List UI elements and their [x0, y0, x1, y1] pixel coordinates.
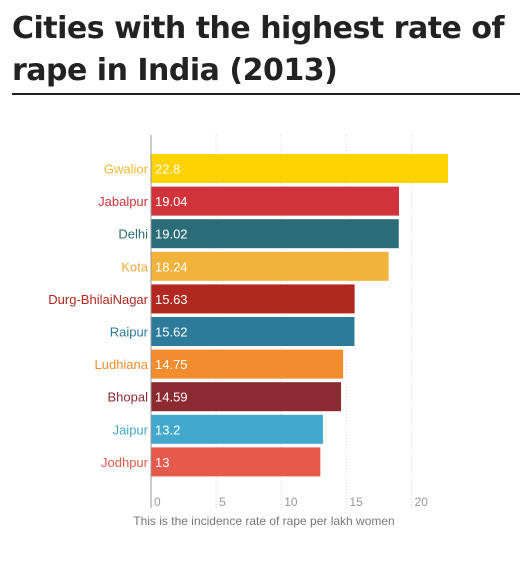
category-label: Ludhiana: [95, 357, 149, 372]
data-label: 15.63: [155, 292, 188, 307]
bar: [151, 251, 389, 281]
x-tick-label: 10: [284, 495, 298, 509]
title-divider: [12, 93, 520, 95]
data-label: 13.2: [155, 422, 180, 437]
bar: [151, 154, 448, 183]
bar: [151, 447, 321, 477]
category-label: Kota: [121, 259, 149, 274]
x-tick-label: 0: [154, 495, 161, 509]
bar: [151, 284, 355, 314]
data-label: 19.04: [155, 194, 188, 209]
category-label: Raipur: [110, 325, 149, 340]
data-label: 19.02: [155, 227, 188, 242]
category-label: Delhi: [118, 227, 148, 242]
category-labels: Gwalior Jabalpur Delhi Kota Durg-BhilaiNagar…: [48, 162, 148, 470]
value-labels: 22.8 19.04 19.02 18.24 15.63 15.62 14.75 14.59 1…: [155, 162, 188, 470]
data-label: 14.59: [155, 390, 188, 405]
chart-title: Cities with the highest rate of rape in …: [12, 11, 505, 88]
bar: [151, 317, 355, 346]
category-label: Jodhpur: [101, 455, 149, 470]
x-tick-label: 5: [219, 495, 226, 509]
category-label: Gwalior: [104, 162, 149, 177]
bar: [151, 219, 399, 249]
category-label: Durg-BhilaiNagar: [48, 292, 148, 307]
bar: [151, 186, 400, 216]
data-label: 22.8: [155, 162, 180, 177]
bars: [151, 154, 448, 477]
x-tick-label: 20: [415, 495, 429, 509]
category-label: Jabalpur: [98, 194, 149, 209]
category-label: Bhopal: [108, 390, 149, 405]
category-label: Jaipur: [113, 422, 149, 437]
x-tick-labels: 0 5 10 15 20: [154, 495, 428, 509]
data-label: 14.75: [155, 357, 188, 372]
bar: [151, 414, 323, 444]
x-tick-label: 15: [349, 495, 363, 509]
data-label: 18.24: [155, 259, 188, 274]
x-axis-label: This is the incidence rate of rape per l…: [133, 514, 394, 528]
data-label: 15.62: [155, 325, 188, 340]
data-label: 13: [155, 455, 169, 470]
bar: [151, 349, 344, 379]
bar: [151, 382, 342, 412]
